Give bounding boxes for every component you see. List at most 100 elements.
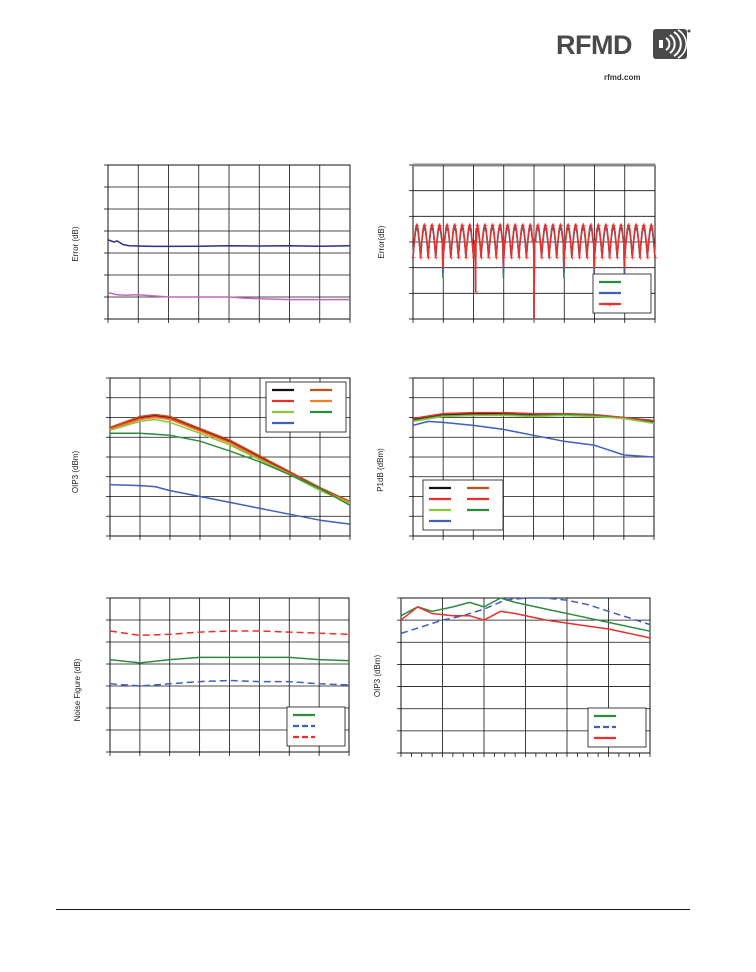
series-marker: + bbox=[653, 254, 659, 262]
series-line-green bbox=[110, 432, 351, 507]
series-marker: + bbox=[569, 254, 575, 262]
series-line-blue bbox=[109, 679, 350, 687]
series-marker: + bbox=[626, 221, 632, 229]
series-line-light_green bbox=[412, 414, 655, 425]
series-marker: + bbox=[539, 254, 545, 262]
series-marker: + bbox=[456, 254, 462, 262]
series-marker: + bbox=[486, 254, 492, 262]
series-marker: + bbox=[645, 254, 651, 262]
series-marker: + bbox=[528, 221, 534, 229]
y-axis-label: OIP3 (dBm) bbox=[373, 655, 382, 698]
series-line-magenta bbox=[107, 291, 350, 301]
series-marker: + bbox=[494, 254, 500, 262]
series-marker: + bbox=[562, 254, 568, 262]
series-marker: + bbox=[607, 254, 613, 262]
series-marker: + bbox=[588, 221, 594, 229]
series-marker: + bbox=[596, 221, 602, 229]
series-marker: + bbox=[440, 238, 446, 246]
series-marker: + bbox=[600, 254, 606, 262]
series-marker: + bbox=[630, 254, 636, 262]
series-marker: + bbox=[622, 254, 628, 262]
series-marker: + bbox=[618, 221, 624, 229]
series-marker: + bbox=[577, 254, 583, 262]
logo-wordmark: RFMD bbox=[556, 30, 632, 60]
series-line-red bbox=[412, 411, 655, 422]
y-axis-label: Noise Figure (dB) bbox=[73, 658, 82, 721]
series-marker: + bbox=[637, 254, 643, 262]
series-marker: + bbox=[448, 254, 454, 262]
series-marker: + bbox=[437, 221, 443, 229]
series-line-red bbox=[400, 606, 651, 639]
series-marker: + bbox=[615, 254, 621, 262]
series-marker: + bbox=[411, 254, 417, 262]
series-marker: + bbox=[463, 254, 469, 262]
series-line-red bbox=[412, 223, 656, 320]
series-line-brown_orange bbox=[109, 413, 351, 503]
series-line-black bbox=[109, 414, 351, 504]
series-marker: + bbox=[460, 221, 466, 229]
rfmd-logo[interactable]: RFMD rfmd.com bbox=[556, 26, 696, 86]
series-marker: + bbox=[482, 221, 488, 229]
series-line-green bbox=[400, 597, 651, 632]
series-marker: + bbox=[611, 221, 617, 229]
series-marker: + bbox=[418, 254, 424, 262]
series-marker: + bbox=[467, 221, 473, 229]
y-axis-label: P1dB (dBm) bbox=[376, 448, 385, 492]
series-marker: + bbox=[554, 254, 560, 262]
series-line-navy bbox=[107, 239, 351, 248]
series-marker: + bbox=[490, 221, 496, 229]
series-marker: + bbox=[479, 254, 485, 262]
series-marker: + bbox=[445, 221, 451, 229]
series-marker: + bbox=[422, 221, 428, 229]
series-marker: + bbox=[603, 221, 609, 229]
series-marker: + bbox=[547, 254, 553, 262]
series-marker: + bbox=[441, 254, 447, 262]
series-marker: + bbox=[505, 221, 511, 229]
series-marker: + bbox=[513, 221, 519, 229]
series-line-red bbox=[109, 630, 350, 637]
series-marker: + bbox=[520, 221, 526, 229]
chart-c4: P1dB (dBm) bbox=[376, 377, 655, 540]
series-marker: + bbox=[535, 221, 541, 229]
series-marker: + bbox=[516, 254, 522, 262]
series-line-blue bbox=[400, 597, 651, 635]
chart-c3: OIP3 (dBm) bbox=[71, 377, 351, 540]
y-axis-label: Error(dB) bbox=[377, 225, 386, 258]
series-marker: + bbox=[509, 254, 515, 262]
signal-waves-icon bbox=[653, 29, 691, 59]
series-marker: + bbox=[550, 221, 556, 229]
series-marker: + bbox=[524, 254, 530, 262]
series-line-blue bbox=[109, 483, 351, 525]
series-marker: + bbox=[500, 238, 506, 246]
series-line-blue bbox=[412, 420, 655, 458]
series-marker: + bbox=[634, 221, 640, 229]
series-marker: + bbox=[558, 221, 564, 229]
series-marker: + bbox=[429, 221, 435, 229]
series-marker: + bbox=[584, 254, 590, 262]
series-marker: + bbox=[532, 238, 538, 246]
series-marker: + bbox=[471, 254, 477, 262]
chart-c5: Noise Figure (dB) bbox=[73, 597, 350, 756]
series-line-light_green bbox=[109, 418, 351, 505]
series-marker: + bbox=[452, 221, 458, 229]
series-marker: + bbox=[649, 221, 655, 229]
chart-c6: OIP3 (dBm) bbox=[373, 597, 651, 757]
series-marker: + bbox=[573, 221, 579, 229]
series-marker: + bbox=[473, 288, 479, 296]
series-marker: + bbox=[561, 238, 567, 246]
series-marker: + bbox=[543, 221, 549, 229]
series-marker: + bbox=[426, 254, 432, 262]
series-marker: + bbox=[475, 221, 481, 229]
chart-c2: Error(dB) +++++++++++++++++++++++++++++++… bbox=[377, 163, 659, 323]
y-axis-label: OIP3 (dBm) bbox=[71, 451, 80, 494]
series-marker: + bbox=[621, 238, 627, 246]
series-marker: + bbox=[591, 238, 597, 246]
series-marker: + bbox=[641, 221, 647, 229]
legend-marker: + bbox=[607, 301, 613, 309]
series-marker: + bbox=[497, 221, 503, 229]
website-url[interactable]: rfmd.com bbox=[604, 73, 641, 82]
series-line-green bbox=[109, 656, 350, 664]
series-marker: + bbox=[581, 221, 587, 229]
